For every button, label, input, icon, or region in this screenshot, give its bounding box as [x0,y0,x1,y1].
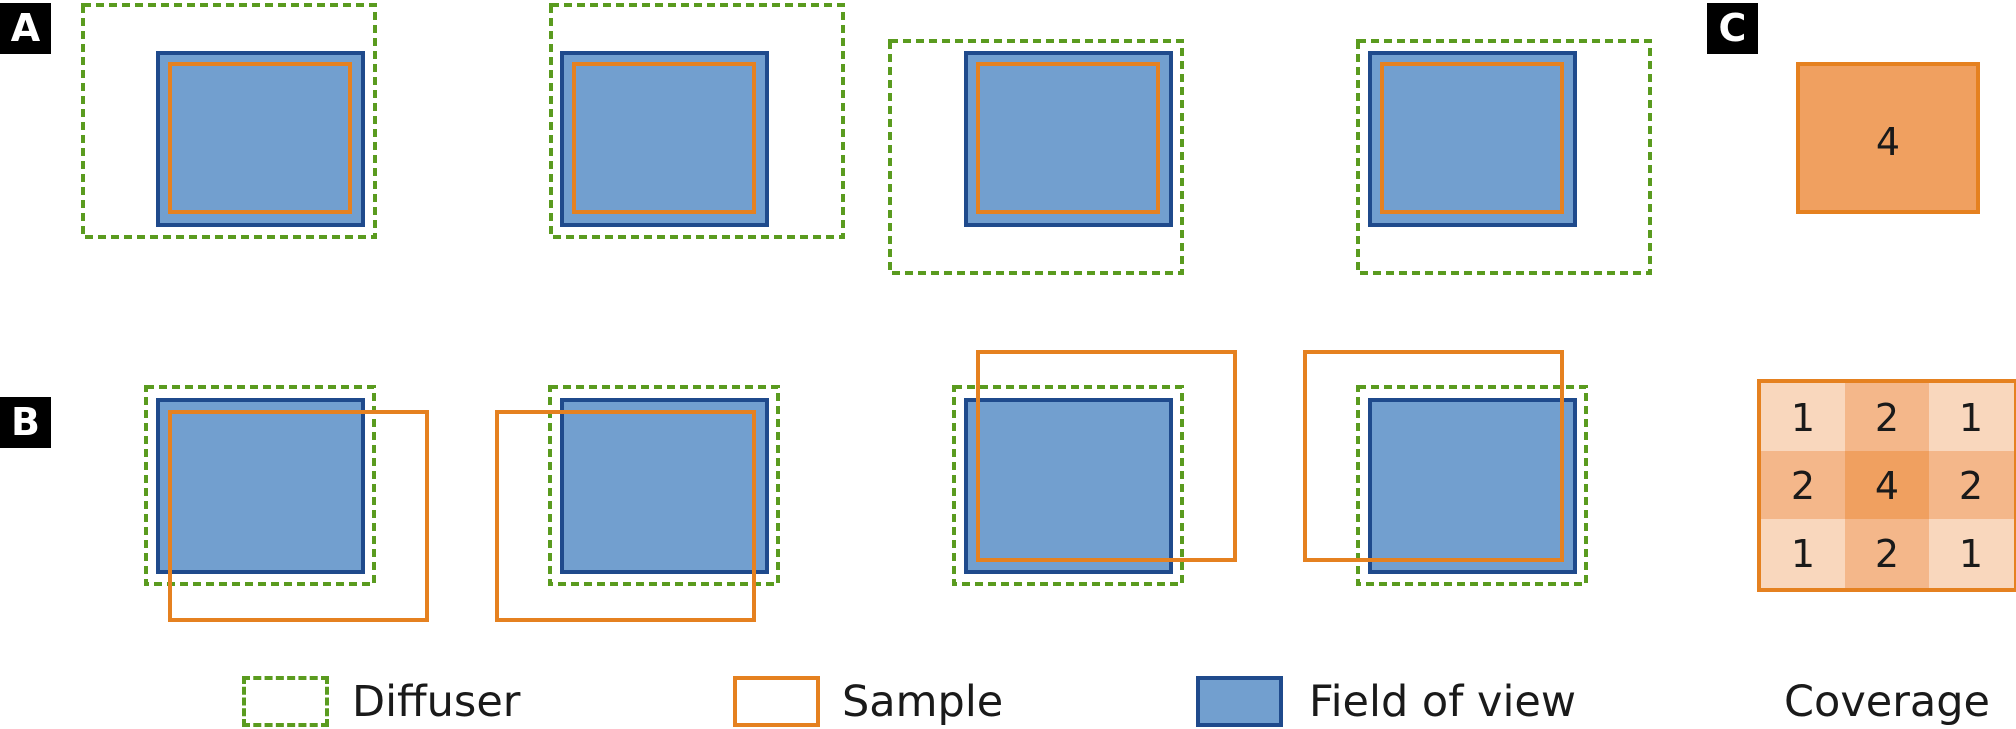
panel-a-config-1 [81,3,377,239]
field-of-view [964,398,1173,574]
sample [1380,62,1564,214]
panel-label-a: A [0,3,51,54]
diffuser [888,39,1184,275]
diffuser [144,385,376,586]
panel-a [81,3,1652,275]
coverage-cell [1761,519,1846,588]
field-of-view [1368,398,1577,574]
coverage-cell-value: 1 [1959,532,1983,576]
legend-sample-swatch [733,676,820,727]
coverage-cell [1761,383,1846,452]
diffuser [952,385,1184,586]
panel-c: 4 1 2 1 2 4 2 1 2 1 [1757,62,2016,592]
legend-field-of-view-swatch [1196,676,1283,727]
coverage-cell [1845,519,1930,588]
coverage-cell-value: 1 [1791,396,1815,440]
sample [976,62,1160,214]
panel-a-config-4 [1356,39,1652,275]
coverage-cell [1929,383,2014,452]
field-of-view [560,398,769,574]
diffuser [81,3,377,239]
field-of-view [156,51,365,227]
sample [168,62,352,214]
field-of-view [156,398,365,574]
legend-sample-label: Sample [842,677,1004,727]
coverage-cell-value: 1 [1959,396,1983,440]
panel-b-config-4 [1303,350,1588,586]
panel-b-config-2 [495,385,780,622]
coverage-cell [1845,383,1930,452]
sample [168,410,429,622]
coverage-cell-value: 2 [1791,464,1815,508]
legend-field-of-view-label: Field of view [1309,677,1577,727]
field-of-view [560,51,769,227]
panel-b-config-1 [144,385,429,622]
panel-a-config-3 [888,39,1184,275]
diffuser [1356,39,1652,275]
panel-label-c: C [1707,3,1758,54]
sample [976,350,1237,562]
sample [1303,350,1564,562]
diffuser [548,385,780,586]
panel-label-b: B [0,397,51,448]
coverage-cell-value: 2 [1875,396,1899,440]
coverage-cell [1845,451,1930,520]
field-of-view [1368,51,1577,227]
legend-coverage-label: Coverage [1784,677,1991,727]
coverage-cell-value: 2 [1875,532,1899,576]
panel-a-config-2 [549,3,845,239]
coverage-grid: 1 2 1 2 4 2 1 2 1 [1761,383,2014,588]
coverage-single-value: 4 [1876,120,1900,164]
sample [495,410,756,622]
coverage-cell-value: 2 [1959,464,1983,508]
sample [572,62,756,214]
diffuser [549,3,845,239]
coverage-single-cell [1796,62,1980,214]
coverage-cell-value: 1 [1791,532,1815,576]
panel-b-config-3 [952,350,1237,586]
coverage-cell [1761,451,1846,520]
legend-diffuser-swatch [242,676,329,727]
coverage-cell [1929,519,2014,588]
coverage-cell-value: 4 [1875,464,1899,508]
legend-diffuser-label: Diffuser [352,677,521,727]
panel-b [144,350,1588,622]
diffuser [1356,385,1588,586]
coverage-cell [1929,451,2014,520]
field-of-view [964,51,1173,227]
coverage-grid-border [1757,379,2016,592]
